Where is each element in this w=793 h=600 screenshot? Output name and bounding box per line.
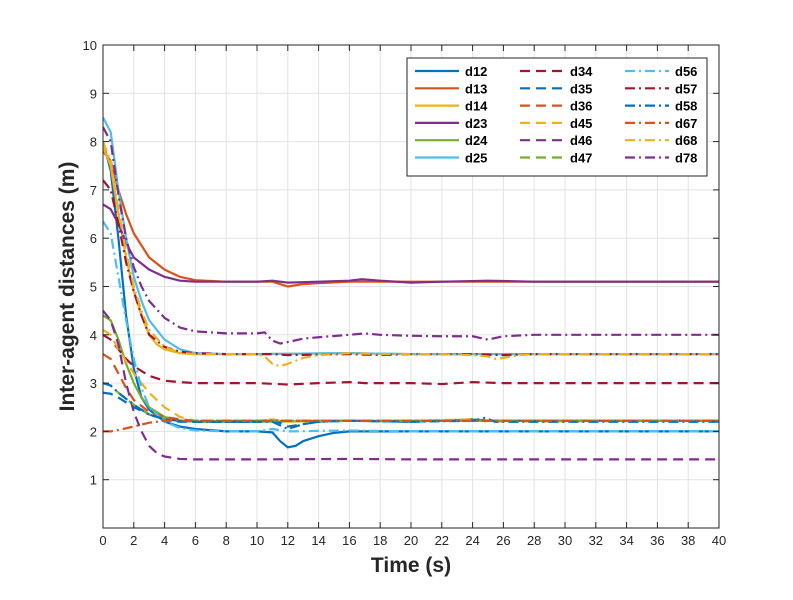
series-line-d78: [103, 126, 719, 345]
legend-label-d57: d57: [675, 81, 697, 96]
y-tick-label: 6: [90, 231, 97, 246]
x-tick-label: 40: [712, 533, 726, 548]
series-lines: [103, 116, 719, 461]
series-line-d58: [103, 382, 719, 431]
y-tick-label: 8: [90, 135, 97, 150]
series-line-d46: [103, 309, 719, 461]
legend-label-d78: d78: [675, 151, 697, 166]
x-tick-label: 4: [161, 533, 168, 548]
axis-ticks: 0 2 4 6 8 10 12 14 16 18 20 22 24 26 28 30 32 34 36 38 40123…: [83, 38, 727, 548]
y-tick-label: 7: [90, 183, 97, 198]
x-tick-label: 38: [681, 533, 695, 548]
x-tick-label: 22: [435, 533, 449, 548]
legend-label-d34: d34: [570, 64, 593, 79]
legend-label-d35: d35: [570, 81, 592, 96]
legend-label-d68: d68: [675, 133, 697, 148]
series-line-d47: [103, 382, 719, 422]
x-tick-label: 6: [192, 533, 199, 548]
x-tick-label: 18: [373, 533, 387, 548]
legend-label-d36: d36: [570, 99, 592, 114]
y-tick-label: 2: [90, 424, 97, 439]
legend: d12 d13 d14 d23 d24 d25 d34 d35 d36 d45 d46 d47 d56 d…: [406, 57, 708, 177]
legend-label-d13: d13: [465, 81, 487, 96]
y-tick-label: 1: [90, 473, 97, 488]
legend-label-d24: d24: [465, 133, 488, 148]
y-tick-label: 5: [90, 280, 97, 295]
y-axis-title: Inter-agent distances (m): [56, 162, 79, 412]
x-tick-label: 20: [404, 533, 418, 548]
y-tick-label: 10: [83, 38, 97, 53]
legend-label-d67: d67: [675, 116, 697, 131]
legend-label-d25: d25: [465, 151, 487, 166]
legend-label-d14: d14: [465, 99, 488, 114]
y-tick-label: 9: [90, 86, 97, 101]
x-tick-label: 30: [558, 533, 572, 548]
x-tick-label: 34: [619, 533, 633, 548]
x-axis-title: Time (s): [371, 554, 451, 577]
x-tick-label: 12: [281, 533, 295, 548]
x-tick-label: 14: [311, 533, 325, 548]
x-tick-label: 24: [465, 533, 479, 548]
x-tick-label: 2: [130, 533, 137, 548]
x-tick-label: 16: [342, 533, 356, 548]
legend-label-d56: d56: [675, 64, 697, 79]
x-tick-label: 26: [496, 533, 510, 548]
legend-label-d46: d46: [570, 133, 592, 148]
legend-label-d23: d23: [465, 116, 487, 131]
series-line-d56: [103, 220, 719, 433]
legend-label-d12: d12: [465, 64, 487, 79]
x-tick-label: 32: [589, 533, 603, 548]
legend-label-d58: d58: [675, 99, 697, 114]
y-tick-label: 3: [90, 376, 97, 391]
x-tick-label: 0: [99, 533, 106, 548]
x-tick-label: 10: [250, 533, 264, 548]
series-line-d67: [103, 419, 719, 433]
y-tick-label: 4: [90, 328, 97, 343]
series-line-d68: [103, 141, 719, 368]
x-tick-label: 28: [527, 533, 541, 548]
legend-label-d47: d47: [570, 151, 592, 166]
series-line-d34: [103, 333, 719, 386]
x-tick-label: 8: [223, 533, 230, 548]
legend-label-d45: d45: [570, 116, 592, 131]
legend-box: [406, 57, 708, 177]
series-line-d36: [103, 353, 719, 422]
x-tick-label: 36: [650, 533, 664, 548]
